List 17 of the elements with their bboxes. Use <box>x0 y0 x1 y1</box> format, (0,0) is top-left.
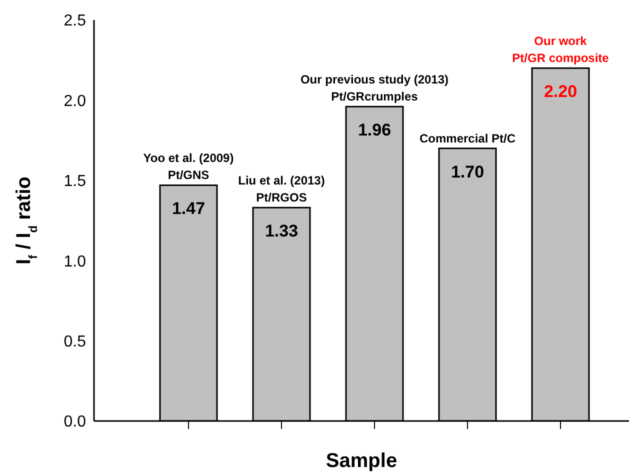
x-axis-title: Sample <box>326 450 398 472</box>
x-tick-label: Our work Pt/GR composite <box>512 34 610 66</box>
y-tick-label: 1.5 <box>64 173 86 190</box>
x-tick-label: Liu et al. (2013) Pt/RGOS <box>238 174 325 205</box>
data-label: 2.20 <box>544 82 578 102</box>
y-tick-label: 0.5 <box>64 333 86 350</box>
x-tick-label: Our previous study (2013) Pt/GRcrumples <box>300 72 449 104</box>
data-label: 1.96 <box>358 120 392 140</box>
y-tick-label: 2.0 <box>64 92 86 110</box>
y-tick-label: 2.5 <box>64 12 86 30</box>
y-tick-label: 0.0 <box>64 414 86 431</box>
data-label: 1.47 <box>172 199 206 218</box>
y-tick-label: 1.0 <box>64 253 86 270</box>
data-label: 1.70 <box>450 162 484 182</box>
data-label: 1.33 <box>264 222 298 241</box>
x-tick-label: Commercial Pt/C <box>419 131 516 146</box>
x-tick-label: Yoo et al. (2009) Pt/GNS <box>143 151 234 182</box>
